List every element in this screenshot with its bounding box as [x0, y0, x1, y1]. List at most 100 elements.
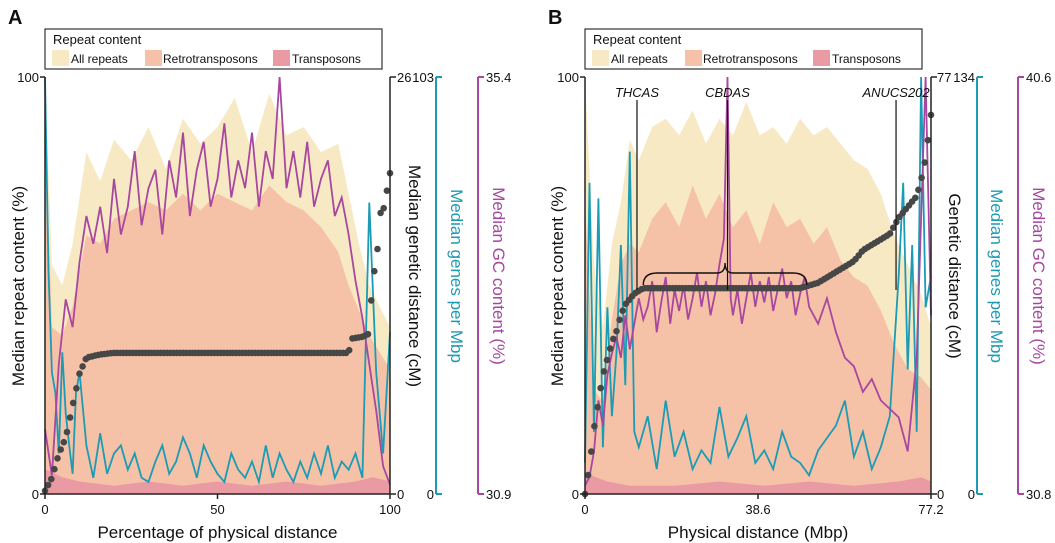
genetic-distance-point: [367, 297, 375, 304]
gene-marker-label: THCAS: [615, 85, 659, 100]
legend-swatch: [52, 50, 69, 66]
genetic-distance-point: [60, 438, 68, 446]
x-tick-label: 100: [379, 502, 401, 517]
x-tick-label: 0: [41, 502, 48, 517]
genetic-axis-title: Genetic distance (cM): [945, 193, 964, 358]
legend-label: Retrotransposons: [703, 52, 798, 66]
legend-label: Transposons: [292, 52, 361, 66]
genes-tick-label: 134: [953, 70, 975, 85]
legend-box: [584, 28, 923, 70]
genetic-distance-point: [54, 455, 61, 462]
area-transposons: [585, 473, 931, 494]
repeat-axis-title: Median repeat content (%): [9, 186, 28, 386]
genetic-distance-point: [921, 159, 928, 166]
genetic-distance-point: [912, 194, 919, 202]
genetic-distance-point: [380, 204, 388, 212]
genetic-distance-point: [613, 327, 620, 335]
genetic-distance-point: [51, 465, 58, 473]
genetic-distance-point: [364, 330, 372, 338]
repeat-tick-label: 100: [17, 70, 39, 85]
genetic-distance-point: [377, 209, 384, 217]
genetic-distance-point: [924, 136, 932, 144]
x-tick-label: 50: [210, 502, 224, 517]
genetic-distance-point: [616, 316, 623, 324]
repeat-axis-title: Median repeat content (%): [548, 186, 567, 386]
genes-per-mbp-line: [584, 76, 932, 478]
legend-title: Repeat content: [53, 32, 142, 47]
gc-tick-label: 35.4: [486, 70, 511, 85]
genetic-distance-point: [603, 356, 611, 364]
genetic-distance-point: [918, 174, 925, 182]
genetic-distance-point: [383, 187, 391, 194]
repeat-tick-label: 0: [32, 487, 39, 502]
genetic-distance-point: [584, 471, 592, 479]
genes-axis-title: Median genes per Mbp: [987, 189, 1006, 363]
legend-label: All repeats: [71, 52, 128, 66]
legend-swatch: [145, 50, 162, 66]
genetic-distance-point: [371, 267, 378, 275]
panel-label: B: [548, 7, 562, 29]
gc-axis-title: Median GC content (%): [489, 187, 508, 365]
genetic-distance-point: [606, 345, 614, 352]
genetic-distance-point: [886, 230, 894, 237]
region-brace: [642, 262, 808, 286]
legend-label: Retrotransposons: [163, 52, 258, 66]
genetic-distance-point: [345, 346, 353, 354]
genetic-distance-point: [48, 475, 55, 483]
legend-swatch: [592, 50, 609, 66]
legend-title: Repeat content: [593, 32, 682, 47]
genetic-distance-point: [63, 428, 71, 436]
area-transposons: [45, 469, 390, 494]
x-tick-label: 0: [581, 502, 588, 517]
gc-tick-label: 40.6: [1026, 70, 1051, 85]
gene-marker-label: ANUCS202: [861, 85, 930, 100]
legend-swatch: [685, 50, 702, 66]
genetic-distance-point: [890, 224, 897, 231]
gc-tick-label: 30.8: [1026, 487, 1051, 502]
genetic-distance-point: [600, 368, 608, 375]
x-tick-label: 38.6: [745, 502, 770, 517]
legend-label: Transposons: [832, 52, 901, 66]
genetic-distance-point: [610, 335, 617, 343]
x-axis-title: Percentage of physical distance: [97, 523, 337, 542]
gc-tick-label: 30.9: [486, 487, 511, 502]
gc-axis-title: Median GC content (%): [1029, 187, 1048, 365]
gc-content-line: [44, 76, 391, 486]
genetic-tick-label: 26: [397, 70, 411, 85]
gene-marker-label: CBDAS: [705, 85, 750, 100]
genetic-distance-point: [588, 448, 595, 455]
genetic-distance-point: [597, 384, 604, 392]
genes-axis-title: Median genes per Mbp: [447, 189, 466, 363]
repeat-tick-label: 0: [572, 487, 579, 502]
genetic-distance-point: [44, 481, 52, 489]
genetic-tick-label: 0: [397, 487, 404, 502]
panel-b: THCAS CBDAS ANUCS202 100 0 77 0 134 0 40.6 30.8 0 38…: [548, 7, 1051, 542]
genetic-distance-point: [69, 399, 77, 407]
genetic-distance-point: [591, 422, 598, 430]
area-retrotransposons: [45, 118, 390, 494]
genes-tick-label: 103: [412, 70, 434, 85]
area-retrotransposons: [585, 185, 931, 494]
genetic-distance-point: [619, 307, 626, 315]
legend-box: [44, 28, 383, 70]
genetic-distance-point: [57, 446, 64, 453]
legend-swatch: [813, 50, 830, 66]
genetic-distance-point: [374, 245, 381, 253]
legend-swatch: [273, 50, 290, 66]
x-tick-label: 77.2: [918, 502, 943, 517]
panel-label: A: [8, 7, 22, 29]
genetic-distance-point: [76, 370, 83, 378]
x-axis-title: Physical distance (Mbp): [668, 523, 848, 542]
repeat-tick-label: 100: [557, 70, 579, 85]
genetic-distance-point: [73, 385, 80, 392]
genetic-tick-label: 77: [937, 70, 951, 85]
legend-label: All repeats: [611, 52, 668, 66]
genes-tick-label: 0: [427, 487, 434, 502]
genes-tick-label: 0: [968, 487, 975, 502]
genetic-tick-label: 0: [937, 487, 944, 502]
genetic-distance-point: [915, 186, 922, 194]
genetic-distance-point: [66, 414, 74, 421]
gc-content-line: [584, 76, 932, 486]
